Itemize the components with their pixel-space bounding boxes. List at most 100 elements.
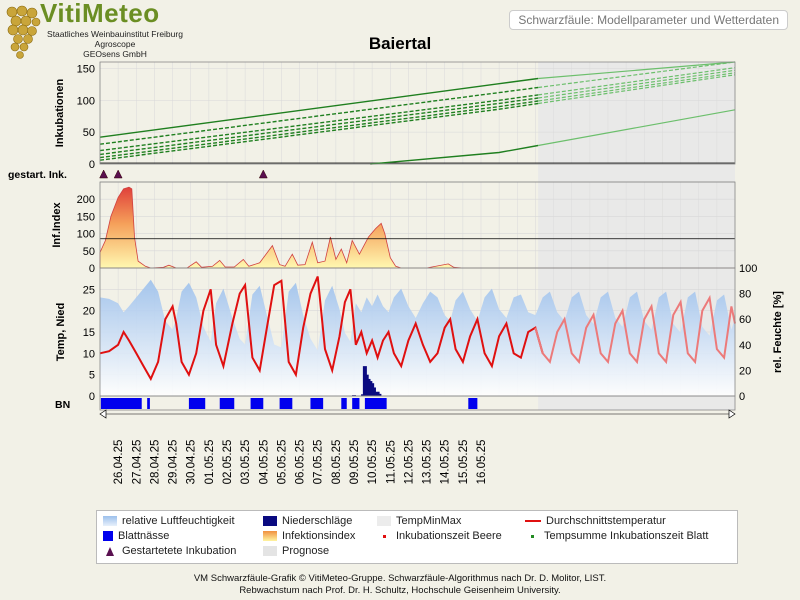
leaf-wetness-bar bbox=[341, 398, 347, 409]
y-axis-label-temp: Temp, Nied bbox=[55, 303, 67, 361]
y-tick-label: 0 bbox=[89, 391, 95, 403]
y-tick-label: 25 bbox=[83, 284, 95, 296]
grape-logo-icon bbox=[6, 5, 41, 59]
leaf-wetness-bar bbox=[219, 398, 235, 409]
leaf-wetness-bar bbox=[310, 398, 324, 409]
panel-frame bbox=[99, 61, 736, 165]
scroll-left-icon bbox=[99, 409, 107, 419]
scroll-right-icon bbox=[728, 409, 736, 419]
footer-line-2: Rebwachstum nach Prof. Dr. H. Schultz, H… bbox=[239, 585, 561, 596]
x-tick-label: 09.05.25 bbox=[349, 440, 361, 485]
y-tick-label: 150 bbox=[77, 211, 95, 223]
legend-label: Gestartetete Inkubation bbox=[122, 545, 237, 557]
x-tick-label: 26.04.25 bbox=[113, 440, 125, 485]
legend-item-leafwet: Blattnässe bbox=[103, 530, 169, 542]
x-tick-label: 16.05.25 bbox=[476, 440, 488, 485]
x-tick-label: 14.05.25 bbox=[440, 440, 452, 485]
x-tick-label: 15.05.25 bbox=[458, 440, 470, 485]
y-tick-label-right: 0 bbox=[739, 391, 745, 403]
x-tick-label: 12.05.25 bbox=[403, 440, 415, 485]
y-tick-label: 20 bbox=[83, 306, 95, 318]
temp-avg-forecast-line bbox=[534, 294, 736, 365]
y-axis-label-bn: BN bbox=[55, 399, 70, 411]
chart-subtitle-box: Schwarzfäule: Modellparameter und Wetter… bbox=[509, 10, 788, 30]
legend-label: Infektionsindex bbox=[282, 530, 356, 542]
y-tick-label: 0 bbox=[89, 263, 95, 275]
precip-bar bbox=[352, 395, 356, 396]
legend-label: TempMinMax bbox=[396, 515, 462, 527]
legend-label: Blattnässe bbox=[118, 530, 170, 542]
x-tick-label: 04.05.25 bbox=[258, 440, 270, 485]
logo-line-1: Staatliches Weinbauinstitut Freiburg bbox=[47, 29, 183, 39]
legend: relative Luftfeuchtigkeit Niederschläge … bbox=[96, 510, 738, 564]
y-axis-label-humidity: rel. Feuchte [%] bbox=[772, 291, 784, 373]
x-tick-label: 07.05.25 bbox=[313, 440, 325, 485]
y-tick-label-right: 80 bbox=[739, 289, 751, 301]
x-tick-label: 03.05.25 bbox=[240, 440, 252, 485]
legend-item-tempminmax: TempMinMax bbox=[377, 515, 461, 527]
y-tick-label-right: 60 bbox=[739, 314, 751, 326]
started-incubation-marker bbox=[113, 169, 123, 179]
tempminmax-swatch bbox=[377, 516, 391, 526]
precip-swatch bbox=[263, 516, 277, 526]
incubation-line bbox=[99, 97, 539, 156]
footer-line-1: VM Schwarzfäule-Grafik © VitiMeteo-Grupp… bbox=[193, 573, 607, 584]
x-tick-label: 27.04.25 bbox=[131, 440, 143, 485]
legend-item-temp-avg: Durchschnittstemperatur bbox=[525, 515, 666, 527]
y-tick-label-right: 20 bbox=[739, 365, 751, 377]
legend-item-started-incub: Gestartetete Inkubation bbox=[103, 545, 236, 557]
incubation-line bbox=[99, 86, 539, 145]
triangle-marker-icon bbox=[106, 547, 114, 556]
precip-bar bbox=[371, 387, 376, 396]
leaf-wetness-bar bbox=[147, 398, 150, 409]
logo-area: VitiMeteo Staatliches Weinbauinstitut Fr… bbox=[0, 0, 200, 62]
y-tick-label-right: 40 bbox=[739, 340, 751, 352]
footer: VM Schwarzfäule-Grafik © VitiMeteo-Grupp… bbox=[0, 573, 800, 597]
x-tick-label: 28.04.25 bbox=[149, 440, 161, 485]
x-tick-label: 30.04.25 bbox=[186, 440, 198, 485]
legend-item-incub-berry: Inkubationszeit Beere bbox=[377, 530, 502, 542]
y-tick-label: 50 bbox=[83, 127, 95, 139]
leafwet-swatch bbox=[103, 531, 113, 541]
incubation-line bbox=[370, 144, 539, 165]
x-tick-label: 01.05.25 bbox=[204, 440, 216, 485]
incubation-line-forecast bbox=[538, 74, 736, 105]
legend-label: Durchschnittstemperatur bbox=[546, 515, 666, 527]
x-tick-label: 13.05.25 bbox=[422, 440, 434, 485]
y-axis-label-infindex: Inf.Index bbox=[51, 202, 63, 248]
leaf-wetness-bar bbox=[364, 398, 387, 409]
y-tick-label: 0 bbox=[89, 159, 95, 171]
dot-green-icon bbox=[531, 534, 534, 538]
incubation-line-forecast bbox=[538, 69, 736, 99]
y-tick-label: 100 bbox=[77, 95, 95, 107]
y-tick-label: 200 bbox=[77, 194, 95, 206]
prognose-swatch bbox=[263, 546, 277, 556]
x-tick-label: 11.05.25 bbox=[385, 440, 397, 484]
humidity-swatch bbox=[103, 516, 117, 526]
infindex-swatch bbox=[263, 531, 277, 541]
legend-item-precip: Niederschläge bbox=[263, 515, 352, 527]
infection-index-area bbox=[99, 186, 735, 269]
y-tick-label-right: 100 bbox=[739, 263, 757, 275]
started-incubation-marker bbox=[99, 169, 109, 179]
leaf-wetness-bar bbox=[188, 398, 206, 409]
logo-line-3: GEOsens GmbH bbox=[83, 49, 147, 59]
legend-label: Prognose bbox=[282, 545, 330, 557]
y-tick-label: 150 bbox=[77, 63, 95, 75]
y-tick-label: 50 bbox=[83, 246, 95, 258]
incubation-line bbox=[99, 77, 539, 138]
y-tick-label: 15 bbox=[83, 327, 95, 339]
legend-label: Niederschläge bbox=[282, 515, 353, 527]
dot-red-icon bbox=[383, 534, 386, 538]
leaf-wetness-bar bbox=[279, 398, 293, 409]
incubation-line bbox=[99, 102, 539, 161]
legend-item-prognose: Prognose bbox=[263, 545, 329, 557]
incubation-line-forecast bbox=[538, 67, 736, 96]
x-tick-label: 05.05.25 bbox=[276, 440, 288, 485]
panel-frame bbox=[99, 395, 736, 411]
incubation-line-forecast bbox=[538, 61, 736, 89]
station-title: Baiertal bbox=[368, 34, 432, 53]
legend-item-humidity: relative Luftfeuchtigkeit bbox=[103, 515, 235, 527]
y-tick-label: 5 bbox=[89, 370, 95, 382]
legend-label: relative Luftfeuchtigkeit bbox=[122, 515, 235, 527]
